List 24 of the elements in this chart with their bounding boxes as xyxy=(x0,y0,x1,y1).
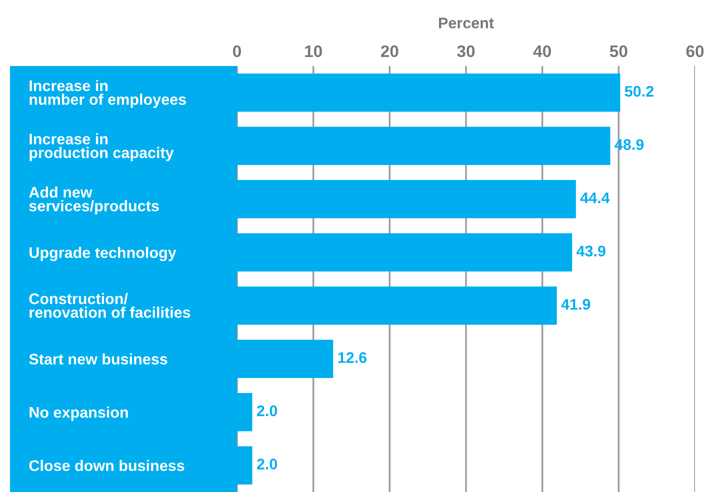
y-tick-label: Increase in number of employees xyxy=(30,80,186,108)
y-tick-label: Upgrade technology xyxy=(30,246,176,262)
data-label: 2.0 xyxy=(256,458,278,470)
data-label: 44.4 xyxy=(580,192,610,204)
x-tick-label: 40 xyxy=(533,45,551,58)
data-label: 48.9 xyxy=(614,139,644,150)
data-label: 43.9 xyxy=(576,246,606,256)
data-label: 12.6 xyxy=(338,352,367,363)
y-tick-label: Start new business xyxy=(29,353,168,365)
data-label: 41.9 xyxy=(561,298,590,310)
x-tick-label: 50 xyxy=(610,45,628,58)
x-axis-title: Percent xyxy=(439,18,494,28)
y-tick-label: Close down business xyxy=(29,460,184,472)
x-tick-label: 30 xyxy=(457,45,475,58)
data-label: 50.2 xyxy=(624,86,654,97)
x-tick-label: 60 xyxy=(686,45,704,58)
y-tick-label: Increase in production capacity xyxy=(30,133,174,162)
x-tick-label: 0 xyxy=(233,45,241,58)
y-tick-label: Construction/ renovation of facilities xyxy=(29,292,190,318)
y-tick-label: No expansion xyxy=(30,406,128,421)
data-label: 2.0 xyxy=(256,405,278,416)
x-tick-label: 20 xyxy=(380,45,398,58)
y-tick-label: Add new services/products xyxy=(29,186,159,214)
x-tick-label: 10 xyxy=(305,45,322,58)
